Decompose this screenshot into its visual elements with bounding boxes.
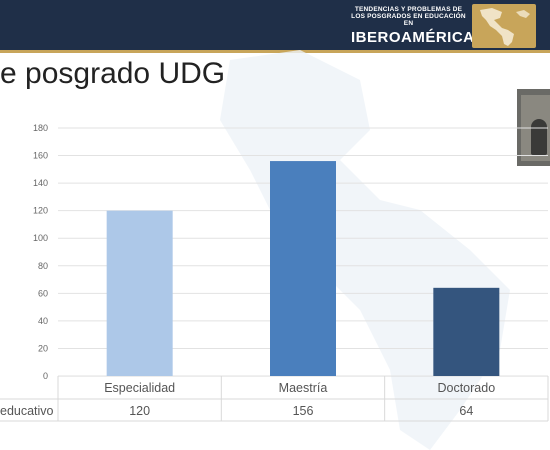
logo-line-2: LOS POSGRADOS EN EDUCACIÓN EN bbox=[351, 13, 466, 27]
slide-header: TENDENCIAS Y PROBLEMAS DE LOS POSGRADOS … bbox=[0, 0, 550, 50]
data-label: 64 bbox=[459, 404, 473, 418]
y-tick-label: 160 bbox=[33, 151, 48, 161]
y-tick-label: 100 bbox=[33, 233, 48, 243]
bar-doctorado bbox=[433, 287, 500, 376]
bar-especialidad bbox=[106, 210, 173, 376]
bar-maestría bbox=[270, 161, 336, 376]
y-tick-label: 80 bbox=[38, 261, 48, 271]
americas-map-logo-icon bbox=[472, 4, 536, 48]
y-tick-label: 20 bbox=[38, 343, 48, 353]
category-label: Especialidad bbox=[104, 381, 175, 395]
logo-line-3: IBEROAMÉRICA bbox=[351, 29, 475, 46]
slide-title: e posgrado UDG bbox=[0, 57, 226, 90]
category-label: Maestría bbox=[279, 381, 328, 395]
y-tick-label: 0 bbox=[43, 371, 48, 380]
y-tick-label: 140 bbox=[33, 178, 48, 188]
y-tick-label: 60 bbox=[38, 288, 48, 298]
bar-chart: 0 20 40 60 80 100 120 140 160 180 bbox=[33, 123, 548, 380]
header-stripe bbox=[0, 50, 550, 53]
webcam-video-thumbnail bbox=[517, 89, 550, 166]
logo-text: TENDENCIAS Y PROBLEMAS DE LOS POSGRADOS … bbox=[351, 6, 475, 46]
y-tick-label: 40 bbox=[38, 316, 48, 326]
table-row-label: educativo bbox=[0, 404, 54, 418]
logo-line-1: TENDENCIAS Y PROBLEMAS DE bbox=[354, 6, 463, 13]
data-label: 156 bbox=[293, 404, 314, 418]
data-table: Especialidad Maestría Doctorado educativo 12… bbox=[0, 376, 549, 422]
category-label: Doctorado bbox=[437, 381, 495, 395]
data-label: 120 bbox=[129, 404, 150, 418]
y-tick-label: 120 bbox=[33, 206, 48, 216]
y-tick-label: 180 bbox=[33, 123, 48, 133]
